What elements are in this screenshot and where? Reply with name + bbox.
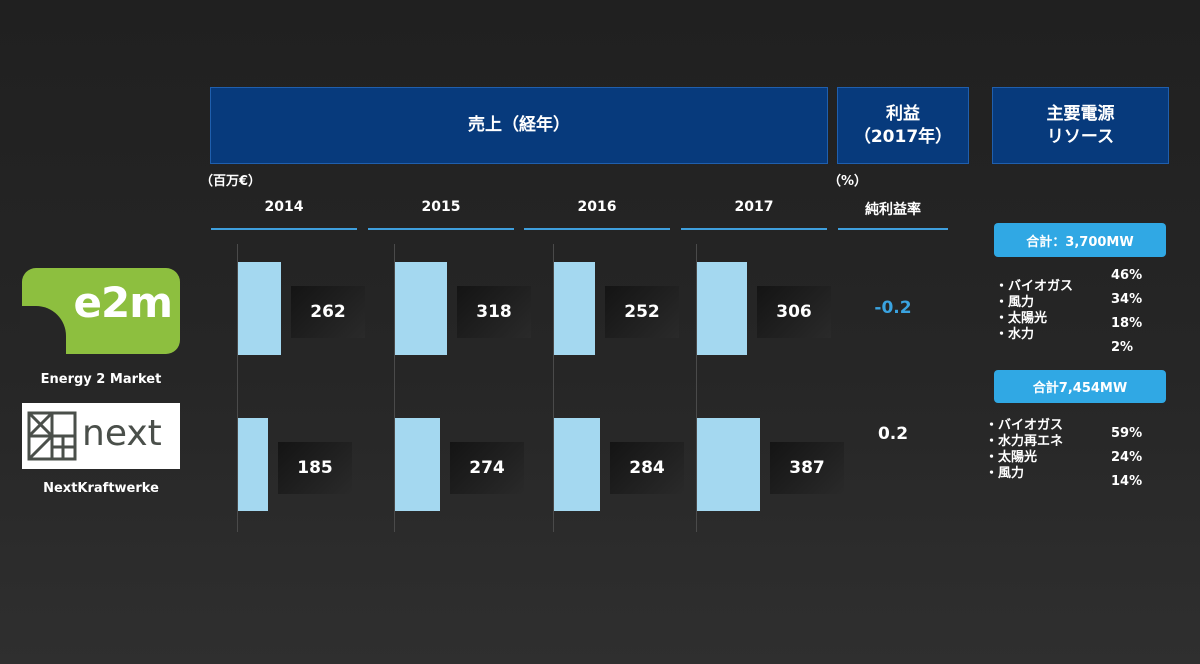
next-logo: next — [22, 403, 180, 469]
sales-header: 売上（経年） — [210, 87, 828, 164]
profit-unit-label: （%） — [828, 174, 868, 189]
resource-total-next: 合計7,454MW — [994, 370, 1166, 403]
year-label-2017: 2017 — [734, 199, 774, 215]
bar-value-label-2016: 284 — [610, 442, 684, 494]
profit-header: 利益 （2017年） — [837, 87, 969, 164]
resource-percent: 18% — [1111, 316, 1143, 331]
bar-nextkraftwerke-2016 — [554, 418, 600, 511]
resource-percent: 14% — [1111, 474, 1143, 489]
company-name-next: NextKraftwerke — [43, 481, 159, 496]
year-underline-2015 — [368, 228, 514, 230]
bar-value-label-2016: 252 — [605, 286, 679, 338]
resource-item: ・太陽光 — [995, 311, 1048, 326]
bar-value-label-2017: 387 — [770, 442, 844, 494]
resource-total-e2m: 合計：3,700MW — [994, 223, 1166, 257]
sources-header-line1: 主要電源 — [1046, 103, 1115, 124]
net-margin-next: 0.2 — [877, 424, 909, 444]
bar-value-label-2014: 185 — [278, 442, 352, 494]
sales-unit-label: （百万€） — [200, 174, 262, 189]
resource-item: ・バイオガス — [995, 279, 1074, 294]
sales-header-label: 売上（経年） — [468, 115, 570, 135]
resource-item: ・バイオガス — [985, 418, 1064, 433]
resource-item: ・風力 — [985, 466, 1025, 481]
net-margin-underline — [838, 228, 948, 230]
company-name-e2m: Energy 2 Market — [40, 372, 162, 387]
bar-value-label-2015: 318 — [457, 286, 531, 338]
resource-item: ・太陽光 — [985, 450, 1038, 465]
bar-nextkraftwerke-2014 — [238, 418, 268, 511]
net-margin-e2m: -0.2 — [874, 298, 912, 318]
year-underline-2014 — [211, 228, 357, 230]
axis-line-2014 — [237, 244, 238, 532]
bar-value-label-2014: 262 — [291, 286, 365, 338]
bar-energy-2-market-2015 — [395, 262, 447, 355]
resource-item: ・水力 — [995, 327, 1035, 342]
axis-line-2017 — [696, 244, 697, 532]
bar-energy-2-market-2017 — [697, 262, 747, 355]
resource-percent: 34% — [1111, 292, 1143, 307]
profit-header-line2: （2017年） — [853, 126, 953, 147]
bar-value-label-2015: 274 — [450, 442, 524, 494]
resource-list-next: ・バイオガス ・水力再エネ ・太陽光 ・風力 — [985, 418, 1063, 482]
axis-line-2016 — [553, 244, 554, 532]
next-logo-mark-icon — [27, 411, 77, 461]
resource-item: ・水力再エネ — [985, 434, 1064, 449]
year-underline-2017 — [681, 228, 827, 230]
year-label-2014: 2014 — [264, 199, 304, 215]
e2m-logo: e2m — [20, 268, 180, 356]
year-label-2015: 2015 — [421, 199, 461, 215]
resource-list-e2m: ・バイオガス ・風力 ・太陽光 ・水力 — [995, 279, 1073, 343]
resource-percent: 46% — [1111, 268, 1143, 283]
year-label-2016: 2016 — [577, 199, 617, 215]
e2m-logo-text: e2m — [73, 278, 173, 327]
e2m-logo-cutout — [20, 306, 66, 356]
year-underline-2016 — [524, 228, 670, 230]
resource-percent: 59% — [1111, 426, 1143, 441]
net-margin-label: 純利益率 — [865, 202, 921, 218]
bar-nextkraftwerke-2015 — [395, 418, 440, 511]
bar-value-label-2017: 306 — [757, 286, 831, 338]
bar-energy-2-market-2016 — [554, 262, 595, 355]
resource-percents-e2m: 46% 34% 18% 2% — [1111, 264, 1142, 360]
next-logo-text: next — [82, 413, 162, 454]
resource-percent: 24% — [1111, 450, 1143, 465]
bar-nextkraftwerke-2017 — [697, 418, 760, 511]
profit-header-line1: 利益 — [886, 103, 920, 124]
resource-percent: 2% — [1111, 340, 1134, 355]
sources-header-line2: リソース — [1046, 126, 1115, 147]
resource-percents-next: 59% 24% 14% — [1111, 422, 1142, 494]
resource-item: ・風力 — [995, 295, 1035, 310]
sources-header: 主要電源 リソース — [992, 87, 1169, 164]
axis-line-2015 — [394, 244, 395, 532]
bar-energy-2-market-2014 — [238, 262, 281, 355]
